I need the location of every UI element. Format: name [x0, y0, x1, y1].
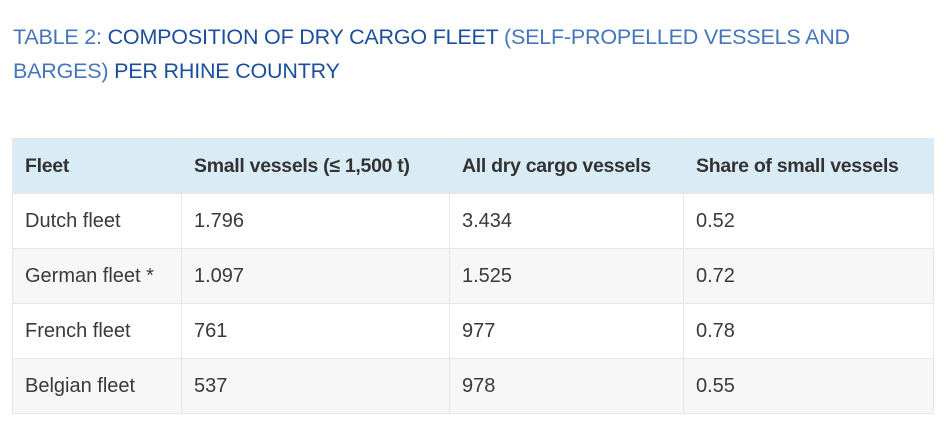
header-share: Share of small vessels	[683, 138, 934, 194]
cell-share: 0.52	[683, 193, 934, 249]
cell-share: 0.78	[683, 303, 934, 359]
header-fleet: Fleet	[12, 138, 182, 194]
title-main: COMPOSITION OF DRY CARGO FLEET	[107, 25, 504, 49]
cell-small: 761	[181, 303, 450, 359]
header-small-vessels: Small vessels (≤ 1,500 t)	[181, 138, 450, 194]
cell-fleet: Belgian fleet	[12, 358, 182, 414]
cell-fleet: Dutch fleet	[12, 193, 182, 249]
cell-small: 1.796	[181, 193, 450, 249]
cell-small: 1.097	[181, 248, 450, 304]
cell-share: 0.55	[683, 358, 934, 414]
cell-all: 1.525	[449, 248, 684, 304]
table-row: German fleet * 1.097 1.525 0.72	[12, 248, 934, 304]
cell-small: 537	[181, 358, 450, 414]
table-row: French fleet 761 977 0.78	[12, 303, 934, 359]
cell-share: 0.72	[683, 248, 934, 304]
cell-fleet: French fleet	[12, 303, 182, 359]
table-row: Belgian fleet 537 978 0.55	[12, 358, 934, 414]
title-end: PER RHINE COUNTRY	[114, 59, 340, 83]
cell-all: 3.434	[449, 193, 684, 249]
header-all-vessels: All dry cargo vessels	[449, 138, 684, 194]
table-header-row: Fleet Small vessels (≤ 1,500 t) All dry …	[12, 138, 934, 194]
cell-all: 977	[449, 303, 684, 359]
table-title: TABLE 2: COMPOSITION OF DRY CARGO FLEET …	[13, 20, 893, 88]
cell-all: 978	[449, 358, 684, 414]
fleet-table: Fleet Small vessels (≤ 1,500 t) All dry …	[12, 138, 934, 414]
title-parenthetical: (SELF-PROPELLED VESSELS AND BARGES)	[13, 25, 850, 83]
cell-fleet: German fleet *	[12, 248, 182, 304]
table-row: Dutch fleet 1.796 3.434 0.52	[12, 193, 934, 249]
title-label: TABLE 2:	[13, 25, 108, 49]
